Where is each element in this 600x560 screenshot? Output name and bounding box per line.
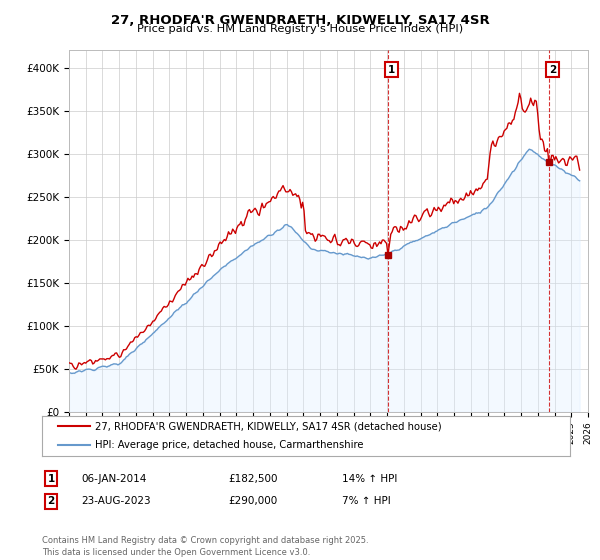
Text: 7% ↑ HPI: 7% ↑ HPI	[342, 496, 391, 506]
Text: Price paid vs. HM Land Registry's House Price Index (HPI): Price paid vs. HM Land Registry's House …	[137, 24, 463, 34]
Text: 27, RHODFA'R GWENDRAETH, KIDWELLY, SA17 4SR: 27, RHODFA'R GWENDRAETH, KIDWELLY, SA17 …	[110, 14, 490, 27]
Text: £290,000: £290,000	[228, 496, 277, 506]
Text: Contains HM Land Registry data © Crown copyright and database right 2025.
This d: Contains HM Land Registry data © Crown c…	[42, 536, 368, 557]
Text: HPI: Average price, detached house, Carmarthenshire: HPI: Average price, detached house, Carm…	[95, 440, 364, 450]
Text: 2: 2	[47, 496, 55, 506]
Text: 06-JAN-2014: 06-JAN-2014	[81, 474, 146, 484]
Text: 27, RHODFA'R GWENDRAETH, KIDWELLY, SA17 4SR (detached house): 27, RHODFA'R GWENDRAETH, KIDWELLY, SA17 …	[95, 421, 442, 431]
Text: 23-AUG-2023: 23-AUG-2023	[81, 496, 151, 506]
Text: £182,500: £182,500	[228, 474, 277, 484]
Text: 1: 1	[47, 474, 55, 484]
Text: 2: 2	[548, 65, 556, 75]
Text: 1: 1	[388, 65, 395, 75]
Text: 14% ↑ HPI: 14% ↑ HPI	[342, 474, 397, 484]
